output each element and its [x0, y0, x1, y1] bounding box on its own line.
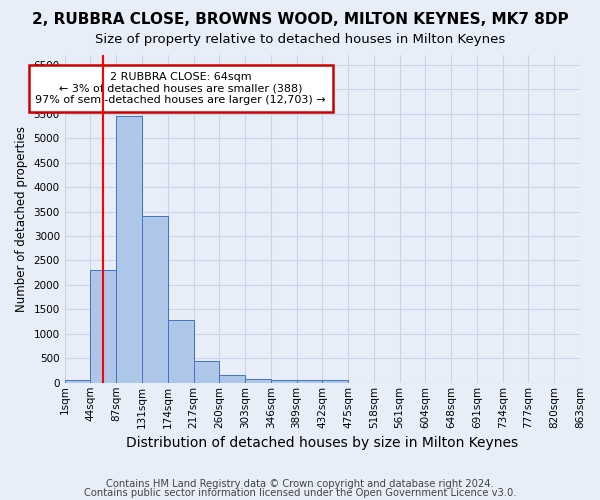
Bar: [168, 320, 193, 383]
Y-axis label: Number of detached properties: Number of detached properties: [15, 126, 28, 312]
Bar: [142, 216, 168, 383]
Bar: [91, 270, 116, 383]
Text: Contains public sector information licensed under the Open Government Licence v3: Contains public sector information licen…: [84, 488, 516, 498]
Bar: [322, 380, 348, 383]
Text: Size of property relative to detached houses in Milton Keynes: Size of property relative to detached ho…: [95, 32, 505, 46]
Bar: [116, 116, 142, 383]
Text: 2 RUBBRA CLOSE: 64sqm
← 3% of detached houses are smaller (388)
97% of semi-deta: 2 RUBBRA CLOSE: 64sqm ← 3% of detached h…: [35, 72, 326, 106]
Bar: [219, 376, 245, 383]
Text: Contains HM Land Registry data © Crown copyright and database right 2024.: Contains HM Land Registry data © Crown c…: [106, 479, 494, 489]
Bar: [296, 380, 322, 383]
Bar: [245, 379, 271, 383]
Bar: [271, 380, 296, 383]
Bar: [193, 361, 219, 383]
Bar: [65, 380, 91, 383]
X-axis label: Distribution of detached houses by size in Milton Keynes: Distribution of detached houses by size …: [126, 436, 518, 450]
Text: 2, RUBBRA CLOSE, BROWNS WOOD, MILTON KEYNES, MK7 8DP: 2, RUBBRA CLOSE, BROWNS WOOD, MILTON KEY…: [32, 12, 568, 28]
